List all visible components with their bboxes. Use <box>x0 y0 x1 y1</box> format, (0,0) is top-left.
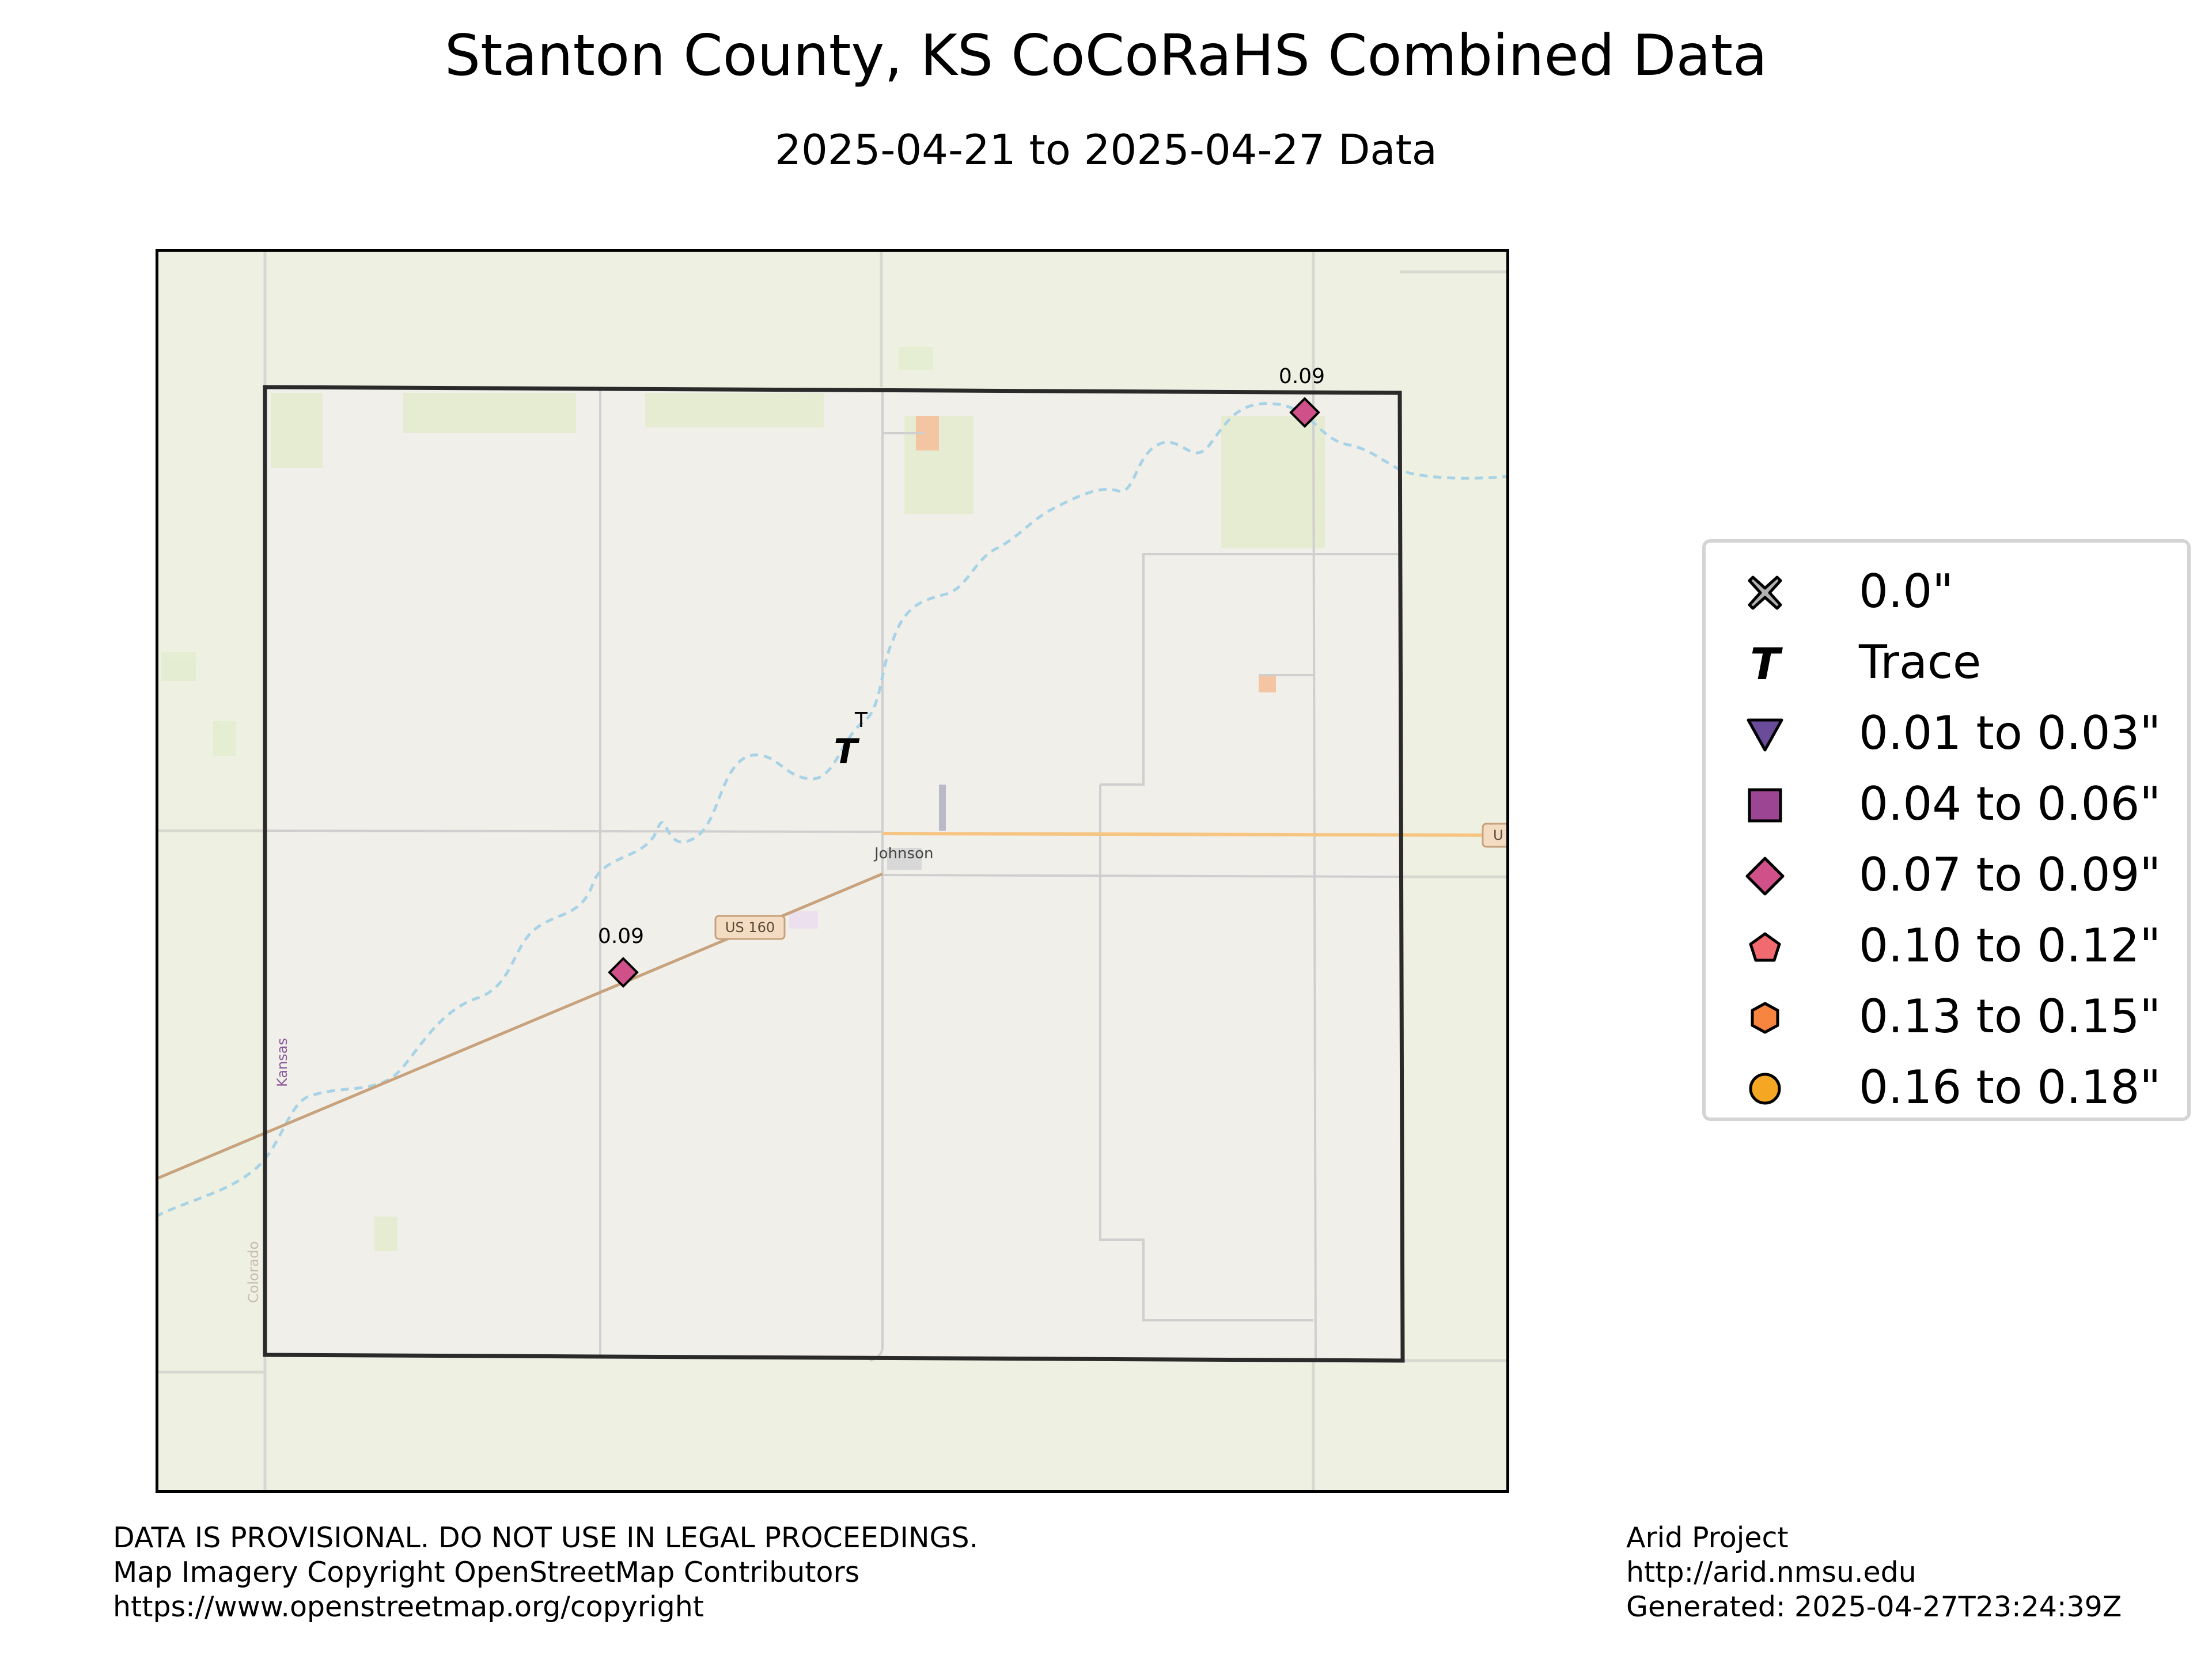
legend-item: 0.13 to 0.15" <box>1706 985 2187 1048</box>
outer-roads <box>156 249 1509 1493</box>
legend-label: 0.07 to 0.09" <box>1859 848 2161 902</box>
small-features <box>789 416 1276 929</box>
legend-label: 0.16 to 0.18" <box>1859 1060 2161 1114</box>
legend-item: 0.10 to 0.12" <box>1706 914 2187 978</box>
station-value-label: 0.09 <box>1279 365 1325 388</box>
station-marker: T <box>834 732 860 772</box>
legend: 0.0" T Trace 0.01 to 0.03" 0.04 to 0.06"… <box>1702 539 2191 1121</box>
triangle-down-icon <box>1747 718 1783 752</box>
legend-item: 0.04 to 0.06" <box>1706 772 2187 836</box>
legend-label: 0.04 to 0.06" <box>1859 777 2161 831</box>
county-vegetation <box>271 393 1325 1251</box>
legend-label: 0.10 to 0.12" <box>1859 919 2161 972</box>
legend-item: 0.0" <box>1706 560 2187 623</box>
station-value-label: T <box>854 709 868 732</box>
footer-line: http://arid.nmsu.edu <box>1626 1556 1916 1589</box>
square-icon <box>1748 788 1782 823</box>
hexagon-icon <box>1751 1002 1779 1034</box>
county-border <box>263 385 1405 1363</box>
footer-credits: Arid Project http://arid.nmsu.edu Genera… <box>1626 1521 2122 1624</box>
us160-label: US 160 <box>725 919 775 935</box>
station-marker <box>608 957 639 988</box>
legend-item: 0.16 to 0.18" <box>1706 1056 2187 1119</box>
legend-label: Trace <box>1859 635 1982 689</box>
station-marker <box>1289 397 1320 428</box>
map-svg: US 160 U Johnson Kansas Colorado 0.09 T … <box>156 249 1509 1493</box>
state-label-colorado: Colorado <box>245 1241 262 1303</box>
footer-line: Map Imagery Copyright OpenStreetMap Cont… <box>113 1556 860 1589</box>
town-label-johnson: Johnson <box>873 845 933 862</box>
map-panel: US 160 U Johnson Kansas Colorado 0.09 T … <box>156 249 1509 1493</box>
pentagon-icon <box>1749 932 1781 962</box>
county-fill <box>265 387 1403 1361</box>
us160-shield <box>714 915 786 940</box>
us-edge-label: U <box>1493 827 1503 843</box>
trace-t-icon: T <box>1750 643 1783 684</box>
us-edge-shield <box>1482 823 1509 848</box>
footer-line: https://www.openstreetmap.org/copyright <box>113 1590 704 1623</box>
map-axes-frame <box>156 249 1509 1493</box>
county-roads <box>264 390 1400 1362</box>
state-label-kansas: Kansas <box>274 1038 290 1087</box>
vegetation-patches <box>161 347 933 756</box>
chart-title: Stanton County, KS CoCoRaHS Combined Dat… <box>444 23 1768 89</box>
x-mark-icon <box>1748 575 1782 610</box>
legend-item: 0.01 to 0.03" <box>1706 702 2187 765</box>
footer-line: Arid Project <box>1626 1521 1789 1554</box>
diamond-icon <box>1745 857 1785 896</box>
legend-label: 0.01 to 0.03" <box>1859 706 2161 760</box>
chart-subtitle: 2025-04-21 to 2025-04-27 Data <box>775 126 1437 174</box>
svg-text:T: T <box>1750 643 1783 684</box>
footer-disclaimer: DATA IS PROVISIONAL. DO NOT USE IN LEGAL… <box>113 1521 978 1624</box>
circle-icon <box>1749 1073 1781 1105</box>
legend-item: T Trace <box>1706 631 2187 694</box>
footer-line: Generated: 2025-04-27T23:24:39Z <box>1626 1590 2122 1623</box>
svg-text:T: T <box>834 732 860 772</box>
legend-label: 0.13 to 0.15" <box>1859 990 2161 1043</box>
legend-label: 0.0" <box>1859 565 1954 618</box>
footer-line: DATA IS PROVISIONAL. DO NOT USE IN LEGAL… <box>113 1521 979 1554</box>
legend-item: 0.07 to 0.09" <box>1706 843 2187 907</box>
station-value-label: 0.09 <box>598 925 644 948</box>
